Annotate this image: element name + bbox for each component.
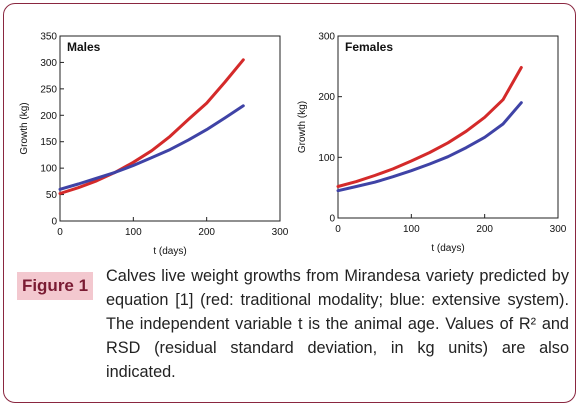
females-series-red-point: [520, 66, 523, 69]
males-series-red-point: [224, 81, 226, 83]
males-series-red-point: [187, 118, 190, 121]
females-series-red-point: [428, 151, 431, 154]
males-series-blue-line: [58, 104, 245, 191]
males-series-red-point: [205, 102, 208, 104]
females-series-red-point: [337, 185, 339, 188]
females-series-red-point: [502, 98, 504, 101]
females-y-tick-label: 300: [318, 32, 335, 43]
males-series-red-line: [58, 58, 245, 195]
males-y-tick-label: 350: [40, 32, 57, 43]
figure-caption: Calves live weight growths from Mirandes…: [106, 267, 569, 381]
females-plot-frame: [337, 35, 559, 219]
males-y-axis-label: Growth (kg): [19, 102, 30, 154]
females-x-axis-label: t (days): [431, 243, 464, 254]
females-series-blue-point: [392, 175, 394, 178]
figure-label: Figure 1: [17, 272, 93, 300]
males-y-tick-label: 200: [40, 111, 57, 122]
females-series-red-point: [465, 130, 468, 132]
males-series-red-point: [77, 186, 80, 189]
females-series-red-point: [392, 168, 394, 170]
females-y-axis-label: Growth (kg): [297, 101, 308, 153]
females-series-red-point: [355, 180, 358, 183]
males-series-blue-point: [77, 183, 80, 185]
males-series-blue-point: [59, 188, 61, 191]
males-series-blue-point: [169, 148, 171, 151]
males-series-blue-point: [95, 177, 98, 179]
females-series-red-point: [373, 174, 376, 177]
females-series-blue-point: [410, 169, 413, 172]
males-y-tick-label: 100: [40, 164, 57, 175]
males-series-blue-point: [114, 171, 116, 174]
males-y-tick-label: 0: [51, 217, 57, 228]
females-series-blue-point: [465, 146, 468, 149]
females-series-blue-point: [483, 136, 486, 139]
males-series-blue-point: [205, 128, 208, 131]
females-y-tick-label: 0: [329, 214, 335, 225]
females-x-tick-label: 100: [403, 224, 420, 235]
males-series-red-point: [59, 192, 61, 195]
males-series-red-point: [169, 135, 171, 138]
males-y-tick-label: 150: [40, 137, 57, 148]
males-y-tick-label: 50: [46, 190, 58, 201]
females-series-red-point: [410, 160, 413, 162]
females-series-blue-point: [447, 155, 449, 158]
males-x-tick-label: 100: [125, 227, 142, 238]
males-series-blue-point: [150, 156, 153, 159]
males-series-blue-point: [224, 117, 226, 119]
females-x-tick-label: 0: [335, 224, 341, 235]
males-series-blue-point: [187, 139, 190, 141]
females-series-red-point: [447, 142, 449, 144]
females-series-blue-point: [428, 163, 431, 165]
males-chart-title: Males: [67, 40, 101, 54]
females-x-tick-label: 300: [550, 224, 567, 235]
males-plot-frame: [59, 35, 281, 222]
males-series-red-point: [95, 180, 98, 182]
figure-frame: [3, 3, 576, 403]
females-series-blue-point: [520, 101, 523, 104]
females-series-blue-point: [337, 189, 339, 192]
males-series-red-point: [242, 59, 245, 61]
males-x-tick-label: 200: [198, 227, 215, 238]
females-y-tick-label: 100: [318, 153, 335, 164]
females-series-blue-point: [355, 185, 358, 188]
females-x-tick-label: 200: [476, 224, 493, 235]
males-series-blue-point: [242, 105, 245, 107]
males-y-tick-label: 300: [40, 58, 57, 69]
males-x-axis-label: t (days): [153, 246, 186, 257]
males-x-tick-label: 300: [272, 227, 289, 238]
females-series-red-point: [483, 116, 486, 119]
females-series-red-line: [336, 66, 523, 188]
males-y-tick-label: 250: [40, 84, 57, 95]
males-x-tick-label: 0: [57, 227, 63, 238]
males-series-red-point: [132, 161, 135, 164]
females-series-blue-point: [373, 181, 376, 183]
males-series-red-point: [150, 149, 153, 152]
males-series-blue-point: [132, 164, 135, 167]
females-chart-title: Females: [345, 40, 393, 54]
females-y-tick-label: 200: [318, 92, 335, 103]
females-series-blue-point: [502, 123, 504, 125]
